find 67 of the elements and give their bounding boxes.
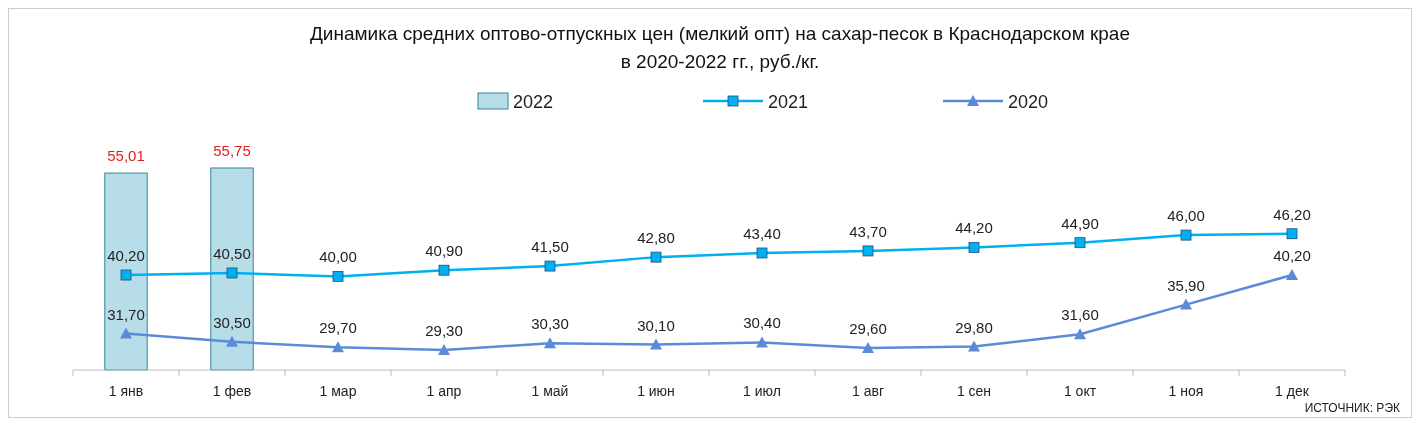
data-label: 29,80	[955, 318, 993, 336]
data-label: 46,20	[1273, 205, 1311, 223]
point	[862, 245, 874, 257]
data-label: 55,01	[107, 147, 145, 165]
data-label: 44,90	[1061, 214, 1099, 232]
point	[1074, 237, 1086, 249]
point	[226, 267, 238, 279]
data-label: 46,00	[1167, 207, 1205, 225]
data-label: 40,00	[319, 248, 357, 266]
point	[650, 251, 662, 263]
data-label: 55,75	[213, 142, 251, 159]
data-label: 40,90	[425, 242, 463, 260]
data-label: 35,90	[1167, 276, 1205, 294]
x-tick-label: 1 май	[531, 383, 569, 399]
data-label: 40,50	[213, 244, 251, 262]
legend-label: 2020	[1008, 92, 1049, 112]
data-label: 30,30	[531, 315, 569, 333]
point	[756, 247, 768, 259]
point	[120, 269, 132, 281]
point	[332, 271, 344, 282]
data-label: 43,40	[743, 225, 781, 242]
x-tick-label: 1 апр	[426, 383, 462, 399]
x-tick-label: 1 дек	[1275, 383, 1310, 399]
data-label: 29,60	[849, 319, 887, 337]
x-tick-label: 1 сен	[956, 383, 992, 399]
data-label: 44,20	[955, 219, 993, 237]
data-label: 40,20	[107, 247, 145, 265]
data-label: 41,50	[531, 238, 569, 256]
point	[650, 338, 662, 350]
x-tick-label: 1 авг	[851, 383, 885, 399]
point	[438, 264, 450, 276]
point	[968, 242, 980, 253]
text: ИСТОЧНИК: РЭК	[1304, 401, 1400, 415]
x-tick-label: 1 июн	[637, 383, 675, 399]
point	[756, 336, 768, 348]
point	[1286, 269, 1298, 281]
data-label: 40,20	[1273, 247, 1311, 265]
point	[332, 341, 344, 353]
x-tick-label: 1 окт	[1063, 383, 1097, 399]
point	[120, 327, 132, 339]
point	[968, 340, 980, 352]
x-tick-label: 1 мар	[319, 383, 357, 399]
point	[544, 337, 556, 349]
point	[1180, 229, 1192, 241]
legend-label: 2021	[768, 92, 809, 112]
data-label: 42,80	[637, 229, 675, 247]
data-label: 31,60	[1061, 306, 1099, 324]
point	[1180, 298, 1192, 310]
point	[226, 335, 238, 347]
data-label: 30,40	[743, 314, 781, 332]
data-label: 31,70	[107, 305, 145, 323]
point	[1074, 328, 1086, 340]
data-label: 30,50	[213, 313, 251, 331]
point	[438, 344, 450, 356]
data-label: 30,10	[637, 316, 675, 334]
point	[1286, 228, 1298, 240]
data-label: 43,70	[849, 222, 887, 240]
x-tick-label: 1 янв	[108, 383, 144, 399]
x-tick-label: 1 фев	[212, 383, 252, 399]
legend-label: 2022	[513, 92, 554, 112]
x-tick-label: 1 июл	[743, 383, 781, 399]
data-label: 29,70	[319, 319, 357, 337]
point	[862, 341, 874, 353]
data-label: 29,30	[425, 322, 463, 340]
chart-title: Динамика средних оптово-отпускных цен (мелкий опт) на сахар-песок в Краснодарском крае в 2020-2022 гг., руб./кг.	[310, 23, 1130, 72]
x-tick-label: 1 ноя	[1168, 383, 1204, 399]
point	[544, 260, 556, 272]
